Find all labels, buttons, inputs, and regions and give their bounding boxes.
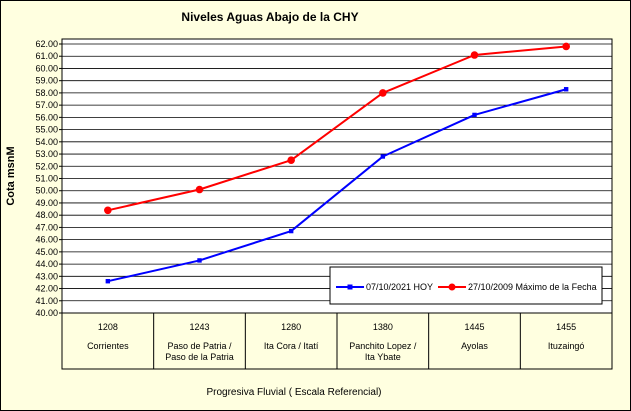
y-tick-label: 57.00 [35,100,58,110]
y-tick-label: 41.00 [35,296,58,306]
y-tick-label: 42.00 [35,284,58,294]
y-tick-label: 48.00 [35,210,58,220]
y-tick-label: 47.00 [35,222,58,232]
category-code: 1280 [281,322,301,332]
category-name: Ituzaingó [548,341,585,351]
y-tick-label: 49.00 [35,198,58,208]
data-point [380,154,386,159]
y-axis-label: Cota msnM [5,146,17,205]
data-point [105,279,111,284]
category-code: 1445 [464,322,484,332]
series-line-1 [107,45,567,212]
data-point [470,51,479,59]
category-name: Corrientes [87,341,129,351]
y-tick-label: 54.00 [35,137,58,147]
data-point [197,258,202,263]
data-point [288,228,294,234]
y-tick-label: 55.00 [35,125,58,135]
category-code: 1455 [556,322,576,332]
category-name: Ayolas [461,341,488,351]
y-tick-label: 50.00 [35,186,58,196]
legend-label-maximo: 27/10/2009 Máximo de la Fecha [468,282,597,292]
legend-label-hoy: 07/10/2021 HOY [366,282,433,292]
y-tick-label: 44.00 [35,259,58,269]
y-tick-label: 40.00 [35,308,58,318]
chart-title: Niveles Aguas Abajo de la CHY [181,10,358,24]
legend-marker-maximo [448,283,456,291]
x-axis-label: Progresiva Fluvial ( Escala Referencial) [206,387,381,398]
y-tick-label: 45.00 [35,247,58,257]
y-tick-label: 51.00 [35,174,58,184]
data-point [195,185,204,194]
series-group [104,42,570,284]
data-point [104,206,112,215]
category-name: Paso de Patria / [167,341,232,351]
category-code: 1380 [373,322,393,332]
category-name: Ita Ybate [365,352,401,362]
legend: 07/10/2021 HOY 27/10/2009 Máximo de la F… [329,266,603,305]
y-axis-ticks: 40.00 41.00 42.00 43.00 44.00 45.00 46.00 47.00… [35,39,62,318]
data-point [562,42,570,51]
y-tick-label: 56.00 [35,112,58,122]
category-code: 1208 [98,322,118,332]
legend-marker-hoy [347,284,353,290]
y-tick-label: 61.00 [35,51,58,61]
category-code: 1243 [189,322,209,332]
y-tick-label: 43.00 [35,271,58,281]
data-point [563,87,569,92]
y-tick-label: 46.00 [35,235,58,245]
data-point [379,89,387,97]
y-tick-label: 52.00 [35,161,58,171]
y-tick-label: 62.00 [35,39,58,49]
category-labels: 1208 Corrientes 1243 Paso de Patria /Paso d… [87,313,584,369]
data-point [287,156,295,164]
y-tick-label: 58.00 [35,88,58,98]
data-point [472,112,477,118]
y-tick-label: 53.00 [35,149,58,159]
category-name: Paso de la Patria [165,352,234,362]
y-tick-label: 60.00 [35,63,58,73]
series-line-0 [107,88,567,283]
category-name: Panchito Lopez / [349,341,417,351]
category-name: Ita Cora / Itatí [264,341,319,351]
y-tick-label: 59.00 [35,76,58,86]
